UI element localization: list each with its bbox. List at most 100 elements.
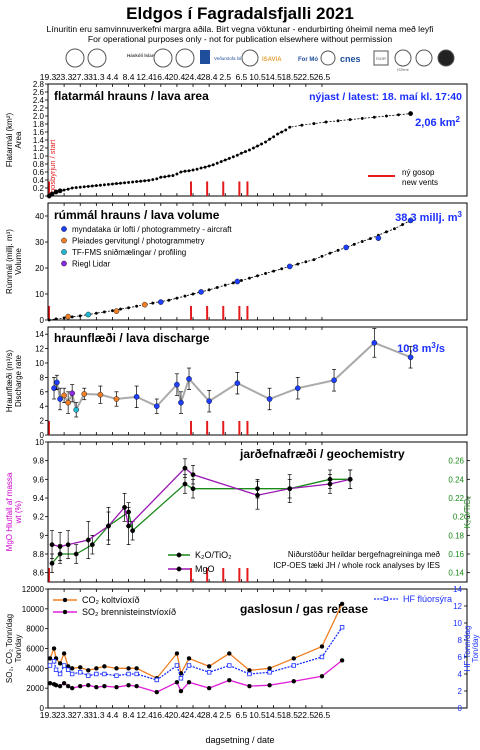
co2-point (47, 656, 53, 661)
co2-point (78, 665, 83, 670)
bottom-date-tick-label: 18.5 (281, 710, 298, 720)
legend-marker (62, 609, 68, 615)
discharge-point-aircraft (407, 354, 414, 361)
discharge-point-aircraft (371, 340, 378, 346)
geochem-note: ICP-OES tæki JH / whole rock analyses by… (273, 561, 440, 570)
area-point (114, 182, 118, 186)
value-superscript: 3 (431, 341, 436, 350)
legend-label: K₂O/TiO₂ (195, 550, 232, 560)
so2-point (65, 683, 71, 689)
bottom-date-tick-label: 6.5 (235, 710, 247, 720)
volume-point (94, 311, 98, 315)
mgo-point (126, 523, 131, 529)
logo-isterre-text: ISTerre (397, 68, 409, 72)
hf-point (267, 670, 272, 675)
discharge-point-pleiades (97, 391, 104, 398)
logo-isavia-text: ISAVIA (262, 57, 282, 63)
mgo-point (190, 472, 196, 478)
so2-point (57, 683, 63, 689)
mgo-point (49, 542, 55, 548)
bottom-date-tick-label: 23.3 (56, 710, 73, 720)
top-date-tick-label: 20.4 (169, 72, 186, 82)
volume-marker-aircraft (234, 278, 241, 285)
area-point (135, 180, 139, 184)
area-point (348, 118, 352, 122)
geochem-note: Niðurstöður heildar bergefnagreininga me… (288, 550, 441, 559)
logo-cnes-text: cnes (340, 54, 361, 64)
volume-point (239, 278, 243, 282)
volume-point (223, 283, 227, 287)
bottom-date-tick-label: 8.4 (123, 710, 135, 720)
discharge-point-riegl (69, 390, 75, 397)
legend-label: MgO (195, 564, 215, 574)
discharge-point-aircraft (51, 385, 57, 392)
so2-point (291, 679, 296, 684)
volume-point (78, 314, 82, 318)
area-point (98, 183, 102, 187)
so2-point (78, 683, 83, 689)
legend-label: TF-FMS sniðmælingar / profiling (72, 248, 186, 257)
so2-point (227, 678, 232, 683)
logo-8-icon (415, 49, 433, 67)
area-point (195, 167, 199, 171)
legend-label: myndataka úr lofti / photogrammetry - ai… (72, 225, 232, 234)
area-point (102, 183, 106, 187)
area-point (288, 125, 292, 129)
y-tick-label: 8.6 (33, 569, 45, 578)
y-tick-label: 6 (40, 388, 45, 397)
y2-tick-label: 12 (453, 602, 462, 611)
hf-point (154, 677, 159, 683)
volume-point (47, 318, 51, 322)
area-point (251, 146, 255, 150)
top-date-tick-label: 12.4 (136, 72, 153, 82)
volume-point (54, 317, 58, 321)
y-tick-label: 30 (35, 238, 44, 247)
discharge-point-aircraft (133, 394, 140, 400)
y-tick-label: 0.4 (33, 176, 45, 185)
co2-point (247, 668, 252, 673)
co2-point (69, 666, 75, 671)
y-axis-label: Rúmmál (millj. m³) (5, 229, 14, 294)
volume-point (127, 306, 131, 310)
volume-point (368, 237, 372, 241)
discharge-point-aircraft (57, 396, 63, 402)
y-axis-label-2: Discharge rate (14, 354, 23, 407)
hf-point (227, 663, 232, 668)
y2-tick-label: 14 (453, 585, 462, 594)
panel-frame (47, 83, 468, 197)
y-axis-label-2: Volume (14, 248, 23, 275)
y-tick-label: 8 (40, 373, 45, 382)
panel-frame (47, 202, 468, 321)
volume-point (102, 310, 106, 314)
legend-marker (61, 226, 67, 232)
volume-marker-aircraft (198, 289, 204, 295)
co2-point (206, 664, 212, 669)
bottom-date-tick-label: 27.3 (72, 710, 89, 720)
top-date-tick-label: 28.4 (201, 72, 218, 82)
bottom-date-tick-label: 28.4 (201, 710, 218, 720)
volume-point (256, 274, 260, 278)
hf-point (102, 671, 107, 677)
area-point (131, 180, 135, 184)
area-point (272, 135, 276, 139)
area-point (78, 185, 82, 189)
hf-point (114, 673, 119, 678)
logo-hi-text: Háskóli Íslands (127, 51, 160, 58)
area-point (264, 140, 268, 144)
hf-point (94, 671, 99, 677)
hf-point (319, 654, 325, 660)
discharge-point-aircraft (206, 398, 212, 404)
discharge-point-aircraft (331, 377, 337, 384)
co2-point (134, 666, 139, 671)
y-tick-label: 1.6 (33, 128, 45, 137)
area-point (175, 172, 179, 176)
hf-point (78, 670, 83, 675)
volume-point (401, 223, 405, 227)
y2-tick-label: 0.26 (448, 457, 464, 466)
y2-tick-label: 0 (458, 704, 463, 713)
y-tick-label: 8.8 (33, 550, 45, 559)
volume-point (328, 251, 332, 255)
y2-axis-label: HF Tonn/dag (463, 626, 472, 672)
area-point (268, 137, 272, 141)
